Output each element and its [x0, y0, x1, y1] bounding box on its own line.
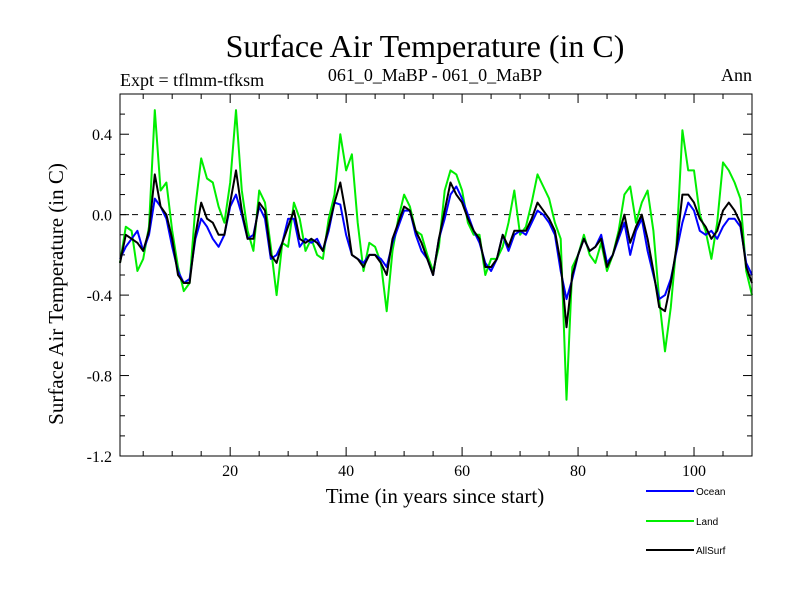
plot-frame: [119, 93, 753, 457]
x-axis-label: Time (in years since start): [326, 484, 545, 508]
series-lines: [119, 109, 753, 401]
y-tick-label: 0.0: [92, 208, 112, 225]
x-tick-label: 80: [570, 463, 586, 480]
y-tick-label: -0.8: [87, 369, 112, 386]
y-tick-label: -1.2: [87, 449, 112, 466]
chart-title: Surface Air Temperature (in C): [226, 28, 625, 64]
y-tick-label: -0.4: [87, 288, 112, 305]
chart-subtitle-left: Expt = tflmm-tfksm: [120, 70, 264, 90]
x-tick-label: 40: [338, 463, 354, 480]
x-tick-label: 20: [222, 463, 238, 480]
x-tick-label: 100: [682, 463, 706, 480]
series-line-allsurf: [119, 169, 753, 329]
chart-subtitle-right: Ann: [721, 65, 752, 85]
x-tick-label: 60: [454, 463, 470, 480]
y-tick-label: 0.4: [92, 127, 112, 144]
chart-subtitle-center: 061_0_MaBP - 061_0_MaBP: [328, 65, 542, 85]
legend: Ocean Land AllSurf: [646, 487, 726, 557]
legend-label-land: Land: [696, 517, 718, 528]
legend-label-ocean: Ocean: [696, 487, 725, 498]
legend-label-allsurf: AllSurf: [696, 546, 726, 557]
y-axis-label: Surface Air Temperature (in C): [44, 163, 68, 425]
x-axis-ticks: 20 40 60 80 100: [142, 94, 753, 480]
